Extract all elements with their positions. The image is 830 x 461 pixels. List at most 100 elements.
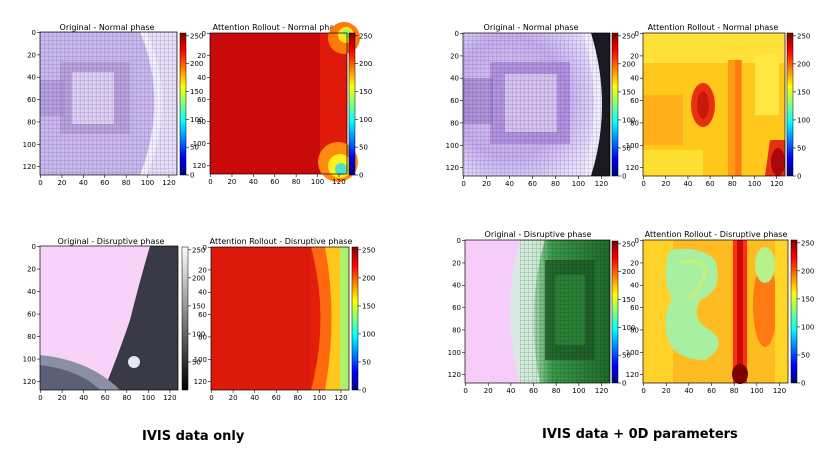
colorbar-tick-label: 150 xyxy=(622,88,635,96)
x-tick-label: 80 xyxy=(292,178,301,186)
colorbar-tick-label: 200 xyxy=(190,60,203,68)
y-tick-label: 0 xyxy=(32,243,36,251)
colorbar-tick-label: 100 xyxy=(622,116,635,124)
x-tick-label: 60 xyxy=(101,394,110,402)
panel-right-normal-original: Original - Normal phase xyxy=(462,23,619,177)
y-tick-label: 100 xyxy=(626,349,639,357)
colorbar-tick-label: 50 xyxy=(190,144,199,152)
x-tick-label: 40 xyxy=(79,179,88,187)
y-tick-label: 60 xyxy=(27,96,36,104)
colorbar-tick-label: 100 xyxy=(362,330,375,338)
x-tick-label: 0 xyxy=(208,178,212,186)
x-tick-label: 60 xyxy=(706,180,715,188)
y-tick-label: 0 xyxy=(32,29,36,37)
colorbar xyxy=(179,32,187,176)
colorbar-tick-label: 250 xyxy=(190,32,203,40)
y-tick-label: 40 xyxy=(197,74,206,82)
x-tick-label: 120 xyxy=(162,179,175,187)
colorbar xyxy=(181,246,189,391)
x-tick-label: 100 xyxy=(572,180,585,188)
colorbar-tick-label: 0 xyxy=(797,173,801,181)
colorbar-tick-label: 150 xyxy=(801,295,814,303)
y-tick-label: 40 xyxy=(198,289,207,297)
figure: Original - Normal phase Attention Rollou… xyxy=(23,22,815,402)
y-tick-label: 100 xyxy=(448,349,461,357)
x-tick-label: 80 xyxy=(293,394,302,402)
x-tick-label: 40 xyxy=(684,387,693,395)
colorbar-tick-label: 100 xyxy=(192,330,205,338)
x-tick-label: 120 xyxy=(332,178,345,186)
y-tick-label: 120 xyxy=(23,163,36,171)
x-tick-label: 20 xyxy=(482,180,491,188)
attention-map xyxy=(643,33,785,176)
colorbar-tick-label: 50 xyxy=(359,144,368,152)
y-tick-label: 60 xyxy=(630,304,639,312)
x-tick-label: 100 xyxy=(142,394,155,402)
x-tick-label: 40 xyxy=(79,394,88,402)
x-tick-label: 60 xyxy=(272,394,281,402)
x-tick-label: 0 xyxy=(461,180,465,188)
y-tick-label: 60 xyxy=(197,96,206,104)
panel-left-disruptive-original: Original - Disruptive phase xyxy=(39,237,189,391)
x-tick-label: 80 xyxy=(122,394,131,402)
y-tick-label: 80 xyxy=(198,333,207,341)
panel-title: Attention Rollout - Normal phase xyxy=(648,23,779,32)
y-tick-label: 40 xyxy=(27,288,36,296)
colorbar-tick-label: 0 xyxy=(362,387,366,395)
colorbar-tick-label: 0 xyxy=(190,172,194,180)
x-tick-label: 80 xyxy=(122,179,131,187)
colorbar-tick-label: 50 xyxy=(362,358,371,366)
x-tick-label: 120 xyxy=(595,180,608,188)
colorbar-tick-label: 250 xyxy=(797,32,810,40)
y-tick-label: 20 xyxy=(27,266,36,274)
colorbar xyxy=(790,239,798,384)
y-tick-label: 20 xyxy=(198,266,207,274)
axis-ticks: 0 20 40 60 80 100 1200204060801001200501001502… xyxy=(23,29,815,402)
y-tick-label: 120 xyxy=(446,164,459,172)
x-tick-label: 120 xyxy=(773,387,786,395)
y-tick-label: 0 xyxy=(635,237,639,245)
x-tick-label: 40 xyxy=(505,180,514,188)
colorbar-tick-label: 150 xyxy=(190,88,203,96)
x-tick-label: 60 xyxy=(528,180,537,188)
y-tick-label: 120 xyxy=(626,164,639,172)
colorbar-tick-label: 200 xyxy=(801,267,814,275)
y-tick-label: 60 xyxy=(198,311,207,319)
y-tick-label: 20 xyxy=(630,259,639,267)
y-tick-label: 120 xyxy=(193,162,206,170)
x-tick-label: 20 xyxy=(662,387,671,395)
x-tick-label: 40 xyxy=(249,178,258,186)
colorbar-tick-label: 250 xyxy=(359,32,372,40)
x-tick-label: 40 xyxy=(250,394,259,402)
y-tick-label: 80 xyxy=(197,118,206,126)
x-tick-label: 100 xyxy=(311,178,324,186)
y-tick-label: 120 xyxy=(23,378,36,386)
x-tick-label: 20 xyxy=(58,394,67,402)
x-tick-label: 80 xyxy=(730,387,739,395)
colorbar xyxy=(611,240,619,384)
y-tick-label: 0 xyxy=(635,30,639,38)
colorbar xyxy=(786,32,794,177)
colorbar-tick-label: 200 xyxy=(362,274,375,282)
original-image xyxy=(465,240,610,383)
panel-title: Attention Rollout - Disruptive phase xyxy=(645,230,788,239)
colorbar-tick-label: 100 xyxy=(190,116,203,124)
y-tick-label: 100 xyxy=(193,140,206,148)
y-tick-label: 80 xyxy=(452,326,461,334)
x-tick-label: 100 xyxy=(750,387,763,395)
y-tick-label: 40 xyxy=(630,75,639,83)
panel-left-normal-attention: Attention Rollout - Normal phase xyxy=(209,22,360,182)
y-tick-label: 80 xyxy=(630,326,639,334)
y-tick-label: 120 xyxy=(448,371,461,379)
x-tick-label: 0 xyxy=(641,180,645,188)
colorbar-tick-label: 100 xyxy=(622,324,635,332)
colorbar xyxy=(348,32,356,176)
y-tick-label: 100 xyxy=(23,141,36,149)
colorbar-tick-label: 150 xyxy=(797,88,810,96)
original-image xyxy=(463,33,610,176)
x-tick-label: 120 xyxy=(334,394,347,402)
attention-map xyxy=(643,240,788,384)
colorbar-tick-label: 100 xyxy=(359,116,372,124)
colorbar-tick-label: 200 xyxy=(622,60,635,68)
x-tick-label: 80 xyxy=(551,180,560,188)
